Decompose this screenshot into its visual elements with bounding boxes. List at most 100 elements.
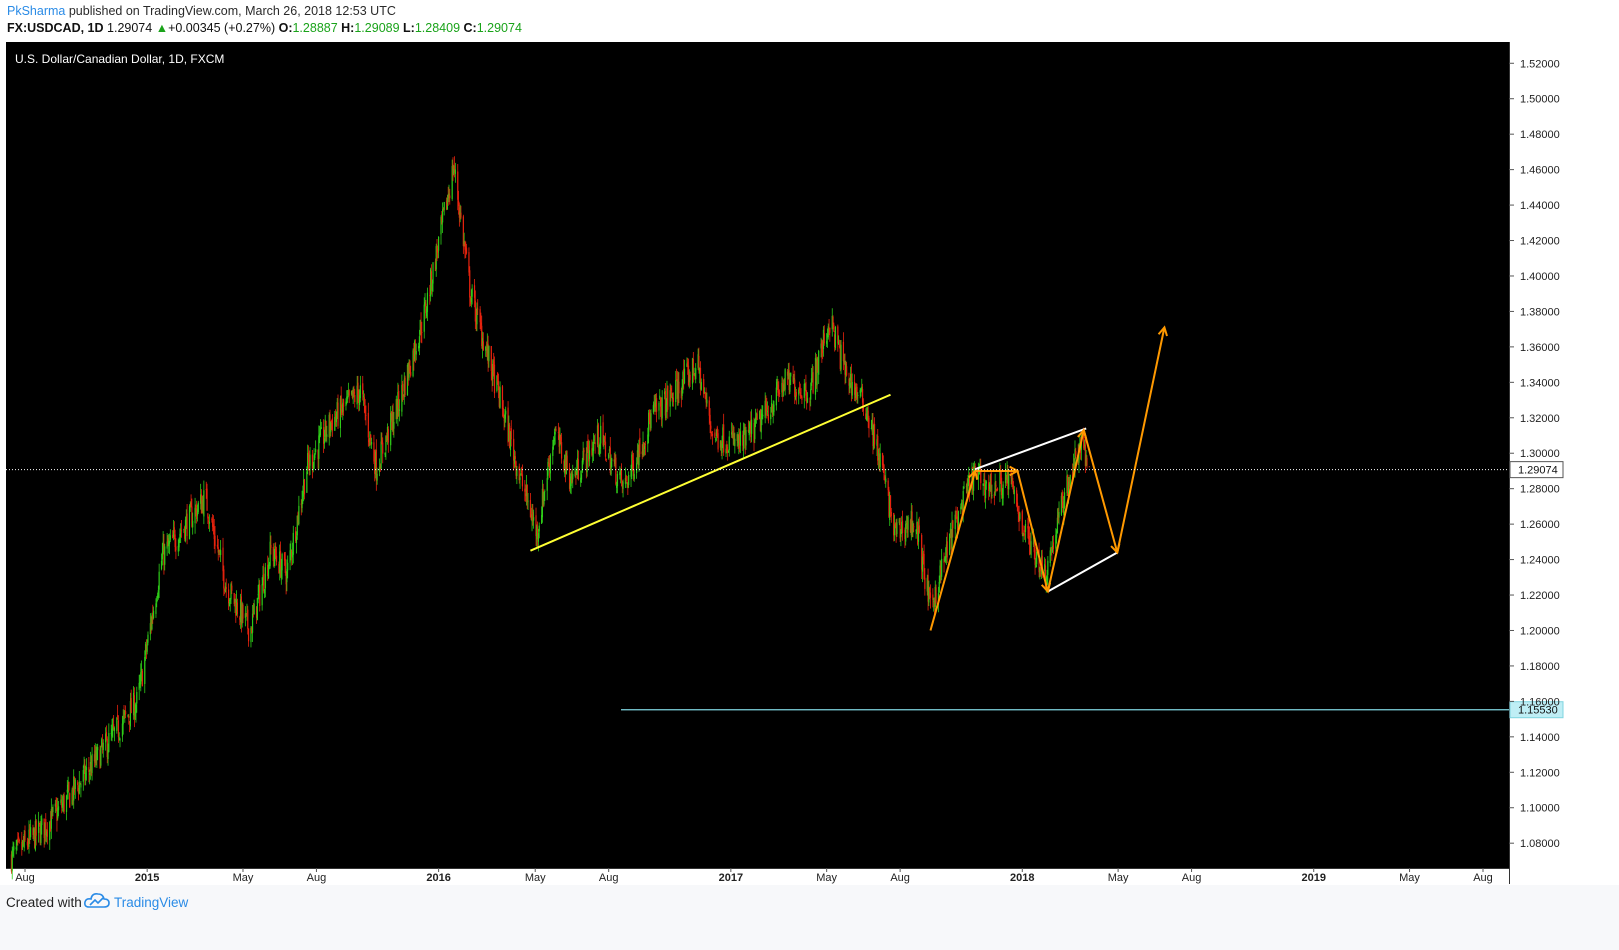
up-candle-body <box>570 476 572 486</box>
up-candle-body <box>648 412 650 437</box>
up-candle-body <box>580 477 582 483</box>
up-candle-body <box>146 644 148 652</box>
down-candle-body <box>1057 515 1059 520</box>
up-candle-body <box>972 469 975 491</box>
up-candle-body <box>661 397 663 419</box>
down-candle-body <box>621 480 623 488</box>
down-candle-body <box>284 558 286 573</box>
up-candle-body <box>401 384 403 412</box>
up-candle-body <box>328 414 330 437</box>
up-candle-body <box>326 434 328 437</box>
down-candle-body <box>278 564 280 574</box>
down-candle-body <box>21 841 23 850</box>
time-tick-label: Aug <box>1182 872 1202 884</box>
down-candle-body <box>1034 549 1036 565</box>
down-candle-body <box>883 469 885 480</box>
up-candle-body <box>374 451 377 475</box>
down-candle-body <box>783 381 785 390</box>
up-candle-body <box>973 466 975 469</box>
down-candle-body <box>184 526 186 539</box>
up-candle-body <box>152 610 155 619</box>
down-candle-body <box>72 788 74 800</box>
chart-area[interactable]: 1.29074 1.15530 1.08000 1.10000 1.12000 1.14… <box>6 42 1613 884</box>
up-candle-body <box>592 441 595 451</box>
up-candle-body <box>1055 534 1057 549</box>
down-candle-body <box>1000 474 1002 482</box>
up-candle-body <box>44 822 46 835</box>
up-candle-body <box>230 584 232 600</box>
up-candle-body <box>900 531 902 538</box>
price-tick-label: 1.12000 <box>1520 767 1560 779</box>
down-candle-body <box>485 348 488 351</box>
up-candle-body <box>945 544 948 558</box>
up-candle-body <box>346 396 349 399</box>
up-candle-body <box>574 469 576 477</box>
up-candle-body <box>393 421 395 429</box>
up-candle-body <box>954 514 956 530</box>
down-candle-body <box>739 432 741 449</box>
up-candle-body <box>748 429 750 436</box>
up-candle-body <box>804 383 806 385</box>
up-candle-body <box>1049 550 1051 564</box>
up-candle-body <box>155 603 157 614</box>
down-candle-body <box>354 394 356 403</box>
time-axis[interactable]: Aug 2015 May Aug 2016 May Aug 2017 May Aug 2018 May… <box>15 868 1493 884</box>
down-candle-body <box>625 475 627 482</box>
up-candle-body <box>315 449 317 453</box>
open-label: O: <box>278 21 293 35</box>
projection-arrowhead <box>1157 325 1168 337</box>
up-candle-body <box>78 781 80 794</box>
up-candle-body <box>596 425 599 445</box>
up-candle-body <box>790 372 792 377</box>
down-candle-body <box>525 493 527 497</box>
up-candle-body <box>727 451 730 453</box>
up-candle-body <box>755 413 757 419</box>
down-candle-body <box>530 516 532 520</box>
down-candle-body <box>410 372 412 376</box>
up-candle-body <box>619 472 621 476</box>
down-candle-body <box>1073 466 1075 468</box>
price-tick-label: 1.20000 <box>1520 625 1560 637</box>
up-candle-body <box>675 380 677 403</box>
down-candle-body <box>560 437 562 442</box>
down-candle-body <box>1005 475 1007 477</box>
up-candle-body <box>74 779 76 790</box>
close-label: C: <box>463 21 477 35</box>
up-candle-body <box>359 385 361 399</box>
down-candle-body <box>823 333 825 344</box>
up-candle-body <box>725 448 727 454</box>
up-candle-body <box>926 577 928 592</box>
up-candle-body <box>608 449 611 452</box>
down-candle-body <box>514 456 516 460</box>
down-candle-body <box>425 303 427 314</box>
up-candle-body <box>859 390 861 393</box>
up-candle-body <box>738 435 740 446</box>
tradingview-cloud-icon[interactable] <box>84 891 110 911</box>
low-label: L: <box>403 21 415 35</box>
down-candle-body <box>18 836 20 840</box>
up-candle-body <box>592 447 594 453</box>
price-axis[interactable]: 1.08000 1.10000 1.12000 1.14000 1.16000 1.180… <box>1509 58 1560 850</box>
author-link[interactable]: PkSharma <box>7 4 66 18</box>
up-candle-body <box>983 479 985 482</box>
up-candle-body <box>781 382 783 393</box>
price-chart[interactable]: 1.29074 1.15530 1.08000 1.10000 1.12000 1.14… <box>6 42 1613 884</box>
down-candle-body <box>1061 494 1063 500</box>
down-candle-body <box>252 611 254 614</box>
up-candle-body <box>745 429 747 446</box>
up-candle-body <box>256 597 258 620</box>
up-candle-body <box>481 338 484 350</box>
down-candle-body <box>335 414 337 419</box>
tradingview-link[interactable]: TradingView <box>114 895 189 910</box>
up-candle-body <box>203 490 205 517</box>
up-candle-body <box>826 333 829 338</box>
down-candle-body <box>680 390 682 399</box>
up-candle-body <box>235 600 238 616</box>
down-candle-body <box>275 548 277 557</box>
up-candle-body <box>951 521 953 549</box>
up-candle-body <box>893 524 896 536</box>
up-candle-body <box>110 733 112 734</box>
down-candle-body <box>564 457 567 474</box>
down-candle-body <box>513 438 515 461</box>
down-candle-body <box>716 427 718 435</box>
